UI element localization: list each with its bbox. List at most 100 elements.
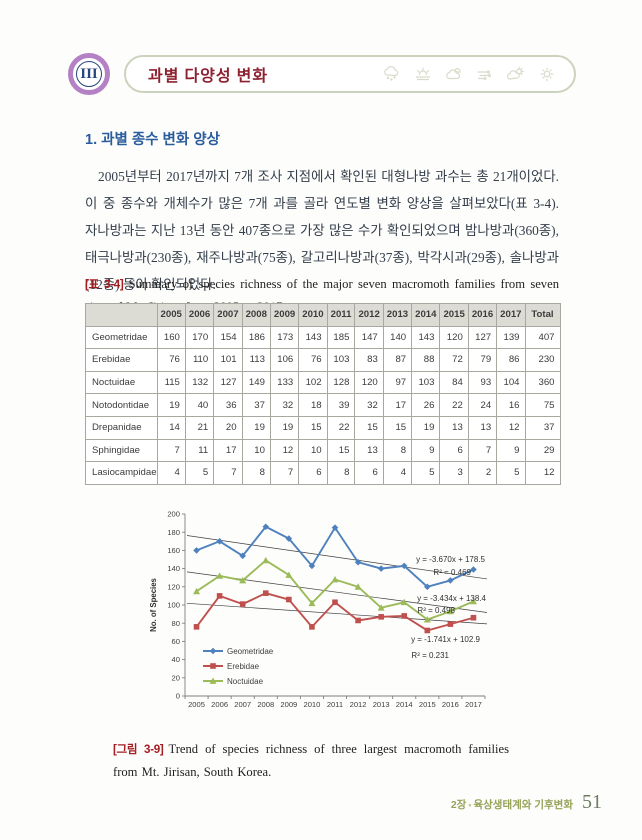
total-cell: 12 — [524, 461, 561, 485]
data-point-square — [470, 614, 477, 621]
value-cell: 83 — [354, 348, 384, 372]
page-footer: 2장 • 육상생태계와 기후변화 51 — [451, 791, 602, 814]
chapter-header: III 과별 다양성 변화 — [68, 52, 576, 96]
column-header: 2011 — [326, 303, 356, 327]
data-point-triangle — [193, 587, 201, 595]
chapter-title-pill: 과별 다양성 변화 — [124, 55, 576, 93]
value-cell: 133 — [269, 370, 300, 395]
y-tick-label: 40 — [172, 655, 180, 664]
value-cell: 97 — [382, 370, 413, 395]
total-cell: 37 — [524, 415, 561, 440]
value-cell: 86 — [496, 348, 526, 372]
value-cell: 101 — [213, 348, 243, 372]
data-point-square — [262, 590, 269, 596]
value-cell: 186 — [241, 325, 271, 350]
x-tick-label: 2017 — [465, 700, 482, 709]
value-cell: 17 — [382, 393, 413, 417]
y-tick-label: 80 — [172, 619, 180, 628]
value-cell: 72 — [439, 348, 469, 372]
value-cell: 6 — [439, 438, 469, 463]
data-point-diamond — [331, 524, 339, 531]
value-cell: 19 — [269, 415, 300, 440]
data-point-diamond — [447, 577, 454, 584]
table-row: Sphingidae 7 11 17 10 12 10 15 13 8 9 6 7 9 29 — [85, 438, 561, 463]
data-point-diamond — [209, 647, 217, 655]
value-cell: 16 — [496, 393, 526, 417]
value-cell: 147 — [354, 325, 384, 350]
value-cell: 120 — [439, 325, 469, 350]
column-header: 2016 — [467, 303, 498, 327]
total-cell: 230 — [524, 348, 561, 372]
value-cell: 11 — [184, 438, 215, 463]
column-header: Total — [524, 303, 561, 327]
table-row: Notodontidae 19 40 36 37 32 18 39 32 17 26 22 24 16 75 — [85, 393, 561, 417]
total-cell: 29 — [524, 438, 561, 463]
value-cell: 154 — [213, 325, 243, 350]
value-cell: 32 — [269, 393, 300, 417]
value-cell: 185 — [326, 325, 356, 350]
x-tick-label: 2012 — [350, 700, 367, 709]
family-name-cell: Lasiocampidae — [85, 461, 158, 485]
column-header: 2006 — [184, 303, 215, 327]
value-cell: 12 — [496, 415, 526, 440]
figure-caption-text: Trend of species richness of three large… — [113, 741, 509, 779]
data-point-square — [216, 593, 223, 599]
legend-label: Geometridae — [227, 647, 274, 656]
value-cell: 24 — [467, 393, 498, 417]
value-cell: 22 — [326, 415, 356, 440]
value-cell: 13 — [354, 438, 384, 463]
legend-label: Erebidae — [227, 662, 260, 671]
x-tick-label: 2010 — [303, 700, 320, 709]
value-cell: 173 — [269, 325, 300, 350]
column-header: 2014 — [411, 303, 441, 327]
data-point-square — [193, 624, 200, 630]
value-cell: 103 — [411, 370, 441, 395]
legend-label: Noctuidae — [227, 677, 264, 686]
value-cell: 7 — [467, 438, 498, 463]
x-tick-label: 2007 — [234, 700, 251, 709]
value-cell: 4 — [382, 461, 413, 485]
column-header: 2010 — [298, 303, 328, 327]
data-point-triangle — [262, 556, 270, 564]
value-cell: 37 — [241, 393, 271, 417]
column-header: 2013 — [382, 303, 413, 327]
value-cell: 22 — [439, 393, 469, 417]
value-cell: 12 — [269, 438, 300, 463]
value-cell: 32 — [354, 393, 384, 417]
table-row: Lasiocampidae 4 5 7 8 7 6 8 6 4 5 3 2 5 12 — [85, 461, 561, 485]
y-tick-label: 100 — [167, 601, 180, 610]
data-point-diamond — [377, 565, 385, 572]
data-point-triangle — [469, 597, 477, 605]
value-cell: 5 — [411, 461, 441, 485]
family-name-cell: Sphingidae — [85, 438, 158, 463]
y-axis-title: No. of Species — [149, 577, 158, 631]
weather-icon-strip — [381, 65, 558, 83]
value-cell: 140 — [382, 325, 413, 350]
value-cell: 7 — [213, 461, 243, 485]
data-point-square — [332, 599, 338, 606]
value-cell: 127 — [213, 370, 243, 395]
value-cell: 8 — [326, 461, 356, 485]
data-point-triangle — [423, 616, 431, 623]
data-point-diamond — [424, 583, 431, 591]
value-cell: 5 — [184, 461, 215, 485]
trend-r-squared: R² = 0.498 — [417, 606, 455, 615]
value-cell: 128 — [326, 370, 356, 395]
figure-caption: [그림 3-9] Trend of species richness of thr… — [113, 738, 509, 784]
data-point-triangle — [377, 604, 385, 611]
x-tick-label: 2005 — [188, 700, 205, 709]
value-cell: 132 — [184, 370, 215, 395]
value-cell: 76 — [298, 348, 328, 372]
table-caption-label: [표 3-4] — [85, 277, 124, 291]
table-body: Geometridae 160 170 154 186 173 143 185 147 140 14… — [85, 325, 561, 485]
column-header: 2008 — [241, 303, 271, 327]
table-row: Noctuidae 115 132 127 149 133 102 128 120 97 103 84… — [85, 370, 561, 395]
x-tick-label: 2011 — [327, 700, 343, 709]
value-cell: 3 — [439, 461, 469, 485]
data-point-square — [355, 617, 361, 624]
family-name-cell: Noctuidae — [85, 370, 158, 395]
value-cell: 120 — [354, 370, 384, 395]
value-cell: 170 — [184, 325, 215, 350]
snow-cloud-icon — [381, 65, 403, 83]
data-point-triangle — [285, 571, 293, 578]
